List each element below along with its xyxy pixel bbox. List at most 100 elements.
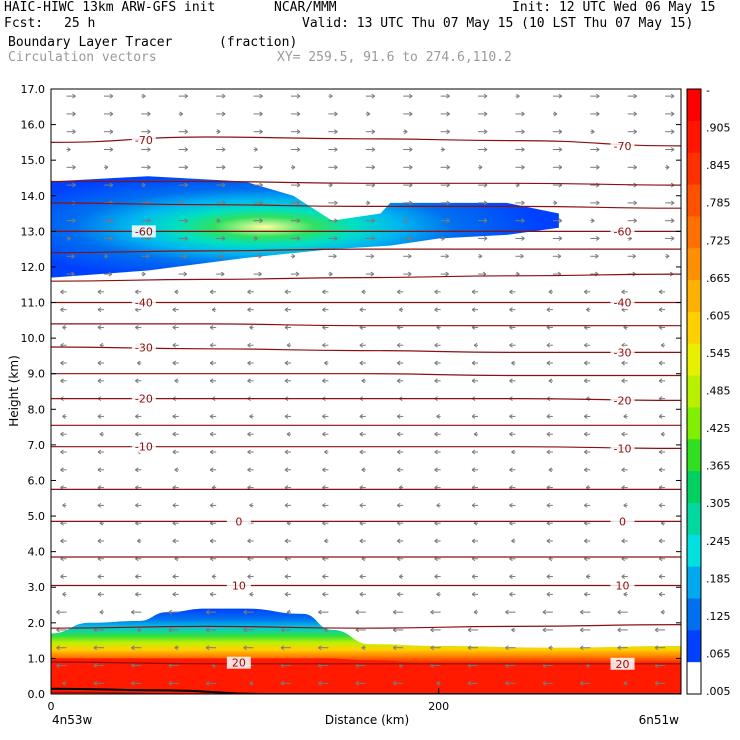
wind-vector — [243, 627, 254, 633]
wind-vector — [478, 200, 488, 206]
wind-vector — [355, 680, 366, 686]
wind-vector — [392, 680, 404, 686]
wind-vector — [284, 289, 291, 295]
wind-vector — [660, 342, 666, 348]
wind-vector — [97, 449, 104, 455]
wind-vector — [440, 129, 450, 135]
wind-vector — [580, 609, 591, 615]
wind-vector — [617, 609, 628, 615]
contour-label: -10 — [135, 441, 153, 454]
wind-vector — [66, 111, 76, 117]
wind-vector — [97, 591, 104, 597]
wind-vector — [665, 218, 675, 224]
wind-vector — [478, 129, 488, 135]
wind-vector — [658, 538, 666, 544]
temperature-contour — [51, 373, 681, 377]
contour-label: 0 — [619, 515, 626, 528]
wind-vector — [430, 609, 441, 615]
wind-vector — [623, 591, 628, 597]
wind-vector — [515, 200, 525, 206]
wind-vector — [590, 200, 600, 206]
wind-vector — [440, 147, 445, 152]
wind-vector — [359, 574, 366, 579]
wind-vector — [290, 147, 301, 152]
colorbar-swatch — [687, 439, 701, 472]
wind-vector — [658, 467, 666, 473]
wind-vector — [209, 378, 217, 384]
wind-vector — [103, 111, 114, 117]
wind-vector — [97, 413, 104, 419]
wind-vector — [172, 449, 179, 455]
wind-vector — [511, 449, 516, 455]
wind-vector — [328, 147, 338, 152]
wind-vector — [654, 627, 666, 633]
wind-vector — [172, 431, 179, 437]
wind-vector — [247, 449, 254, 455]
wind-vector — [440, 236, 445, 241]
wind-vector — [546, 431, 553, 437]
wind-vector — [216, 164, 226, 170]
wind-vector — [434, 289, 441, 295]
wind-vector — [178, 218, 189, 224]
wind-vector — [403, 236, 413, 241]
wind-vector — [473, 431, 479, 437]
wind-vector — [103, 93, 114, 99]
wind-vector — [97, 360, 104, 366]
wind-vector — [135, 289, 142, 295]
wind-vector — [440, 253, 449, 259]
wind-vector — [66, 218, 76, 224]
x-tick-label: 0 — [48, 700, 55, 713]
wind-vector — [172, 538, 179, 544]
wind-vector — [318, 680, 329, 686]
colorbar-swatch — [687, 407, 701, 440]
wind-vector — [403, 93, 413, 99]
wind-vector — [623, 502, 628, 508]
wind-vector — [584, 378, 591, 384]
wind-vector — [168, 609, 179, 615]
wind-vector — [359, 502, 366, 508]
wind-vector — [515, 164, 525, 170]
wind-vector — [355, 609, 366, 615]
y-tick-label: 10.0 — [21, 332, 46, 345]
wind-vector — [440, 271, 449, 277]
wind-vector — [396, 538, 404, 544]
x-endpoint-right: 6n51w — [639, 713, 680, 727]
colorbar-label: - — [706, 84, 710, 97]
wind-vector — [103, 147, 114, 152]
wind-vector — [60, 431, 67, 437]
wind-vector — [253, 147, 258, 152]
wind-vector — [322, 591, 329, 597]
wind-vector — [436, 591, 441, 597]
wind-vector — [284, 591, 291, 597]
colorbar-label: .365 — [706, 460, 731, 473]
wind-vector — [584, 289, 591, 295]
wind-vector — [135, 325, 142, 330]
wind-vector — [56, 609, 67, 615]
wind-vector — [584, 342, 591, 348]
colorbar-label: .905 — [706, 122, 731, 135]
wind-vector — [247, 467, 254, 473]
colorbar-swatch — [687, 502, 701, 536]
wind-vector — [471, 413, 479, 419]
wind-vector — [284, 538, 291, 544]
wind-vector — [505, 680, 516, 686]
temperature-contour — [51, 202, 681, 209]
wind-vector — [665, 111, 675, 117]
wind-vector — [60, 378, 67, 384]
y-tick-label: 8.0 — [28, 403, 46, 416]
y-tick-label: 0.0 — [28, 688, 46, 701]
wind-vector — [253, 218, 263, 224]
wind-vector — [66, 271, 75, 277]
wind-vector — [93, 680, 104, 686]
wind-vector — [434, 449, 441, 455]
x-endpoint-left: 4n53w — [52, 713, 93, 727]
wind-vector — [546, 307, 553, 313]
y-tick-label: 2.0 — [28, 617, 46, 630]
wind-vector — [473, 342, 479, 348]
wind-vector — [403, 200, 413, 206]
wind-vector — [515, 129, 525, 135]
colorbar-swatch — [687, 120, 701, 154]
wind-vector — [552, 200, 558, 206]
wind-vector — [434, 378, 441, 384]
wind-vector — [178, 111, 184, 117]
